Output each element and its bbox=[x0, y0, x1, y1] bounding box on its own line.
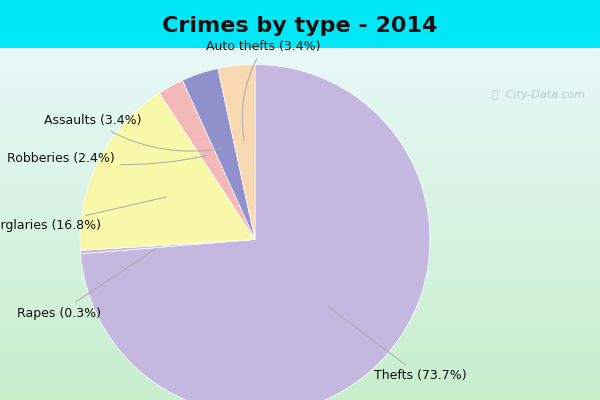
Text: Rapes (0.3%): Rapes (0.3%) bbox=[17, 248, 157, 320]
Text: Robberies (2.4%): Robberies (2.4%) bbox=[7, 152, 206, 166]
Wedge shape bbox=[80, 240, 255, 254]
Wedge shape bbox=[160, 80, 255, 240]
Text: ⓘ  City-Data.com: ⓘ City-Data.com bbox=[492, 90, 585, 100]
Wedge shape bbox=[182, 68, 255, 240]
Text: Crimes by type - 2014: Crimes by type - 2014 bbox=[163, 16, 437, 36]
Text: Assaults (3.4%): Assaults (3.4%) bbox=[44, 114, 222, 151]
Text: Thefts (73.7%): Thefts (73.7%) bbox=[328, 306, 467, 382]
Wedge shape bbox=[80, 93, 255, 250]
Text: Auto thefts (3.4%): Auto thefts (3.4%) bbox=[206, 40, 321, 141]
Text: Burglaries (16.8%): Burglaries (16.8%) bbox=[0, 197, 166, 232]
Wedge shape bbox=[218, 64, 255, 240]
Wedge shape bbox=[80, 64, 430, 400]
